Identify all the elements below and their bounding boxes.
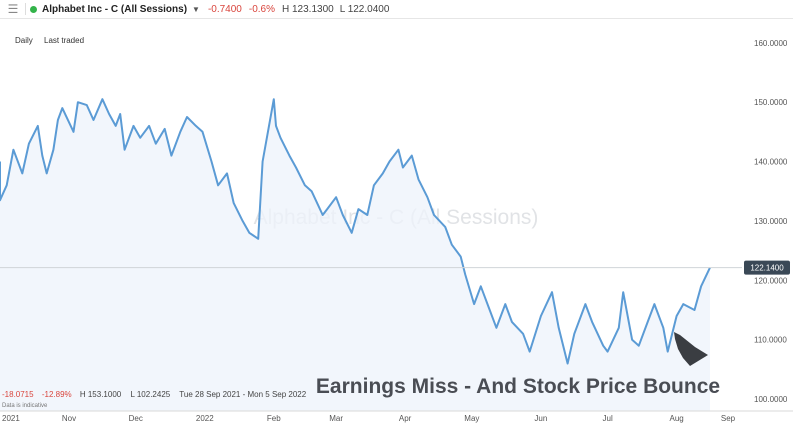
x-tick-label: Dec	[129, 414, 143, 423]
x-tick-label: Apr	[399, 414, 412, 423]
x-tick-label: May	[464, 414, 479, 423]
hamburger-menu-icon[interactable]: ☰	[7, 2, 19, 16]
x-tick-label: Nov	[62, 414, 76, 423]
y-tick-label: 120.0000	[754, 276, 788, 285]
last-price-tag: 122.1400	[0, 260, 790, 275]
series-area	[0, 99, 710, 411]
y-tick-label: 110.0000	[754, 336, 787, 345]
last-price-label: 122.1400	[750, 264, 784, 273]
chevron-down-icon[interactable]: ▼	[192, 4, 200, 14]
plot-area	[0, 98, 711, 411]
x-axis: 2021 Nov Dec 2022 Feb Mar Apr May Jun Jul Aug Sep	[0, 410, 793, 423]
x-tick-label: Jun	[534, 414, 547, 423]
disclaimer: Data is indicative	[2, 403, 48, 409]
price-change: -0.7400	[207, 3, 242, 15]
instrument-name[interactable]: Alphabet Inc - C (All Sessions)	[42, 3, 188, 15]
period-change-percent: -12.89%	[41, 390, 72, 399]
annotation-arrow-icon	[674, 332, 708, 366]
y-tick-label: 140.0000	[754, 158, 788, 167]
y-axis: 160.0000 150.0000 140.0000 130.0000 120.0000…	[754, 39, 788, 404]
y-tick-label: 160.0000	[754, 39, 788, 48]
period-high: H 153.1000	[79, 390, 122, 399]
session-low: L 122.0400	[339, 3, 390, 15]
x-tick-label: Mar	[329, 414, 343, 423]
period-change: -18.0715	[2, 390, 34, 399]
last-price-box	[744, 260, 790, 275]
series-line	[0, 98, 711, 365]
y-tick-label: 100.0000	[754, 395, 788, 404]
timeframe-daily[interactable]: Daily	[15, 36, 33, 45]
price-change-percent: -0.6%	[248, 3, 275, 15]
x-tick-label: 2021	[2, 414, 20, 423]
instrument-header: ☰ Alphabet Inc - C (All Sessions) ▼ -0.7…	[0, 0, 793, 19]
period-low: L 102.2425	[130, 390, 171, 399]
x-tick-label: Feb	[267, 414, 281, 423]
x-tick-label: Sep	[721, 414, 736, 423]
x-tick-label: Aug	[670, 414, 684, 423]
price-chart[interactable]: Alphabet Inc - C (All Sessions) 160.0000…	[0, 19, 793, 425]
annotation-text: Earnings Miss - And Stock Price Bounce	[316, 375, 720, 398]
y-tick-label: 150.0000	[754, 98, 788, 107]
market-status-icon	[30, 5, 37, 13]
period-range: Tue 28 Sep 2021 - Mon 5 Sep 2022	[179, 390, 307, 399]
y-tick-label: 130.0000	[754, 217, 788, 226]
x-tick-label: 2022	[196, 414, 214, 423]
period-stats: -18.0715 -12.89% H 153.1000 L 102.2425 T…	[2, 390, 313, 399]
timeframe-last-traded[interactable]: Last traded	[44, 36, 85, 45]
header-divider	[25, 3, 26, 15]
x-tick-label: Jul	[603, 414, 613, 423]
session-high: H 123.1300	[282, 3, 334, 15]
